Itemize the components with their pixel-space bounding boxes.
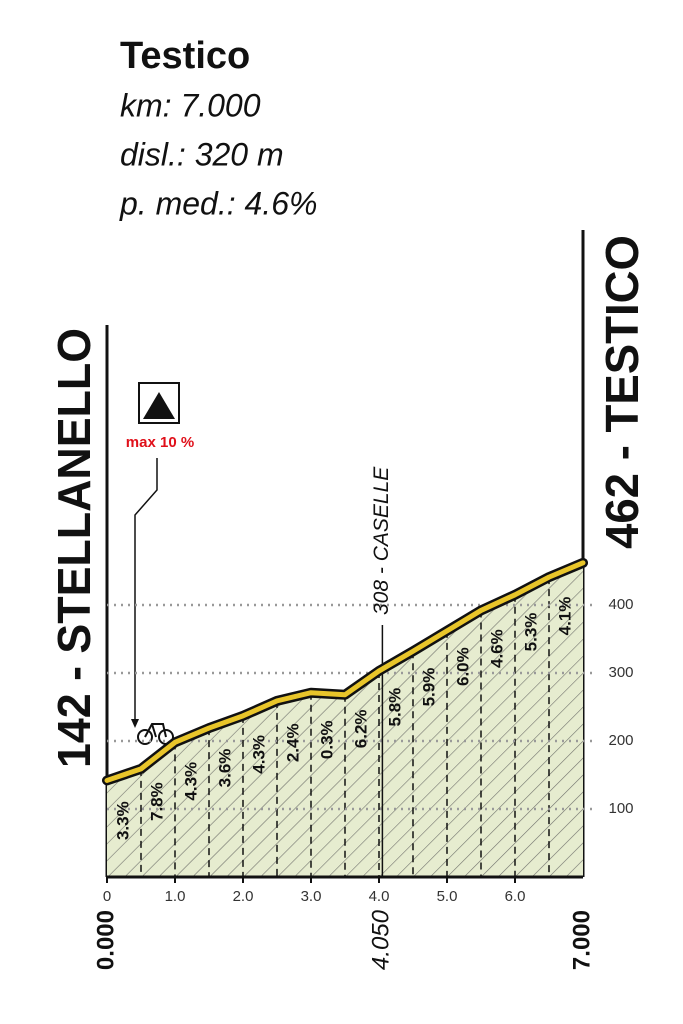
km-marker: 7.000 [568,910,595,970]
info-line: p. med.: 4.6% [119,185,317,221]
y-tick-label: 400 [608,596,633,613]
info-line: km: 7.000 [120,87,261,123]
x-tick-label: 5.0 [437,888,458,905]
profile-line [104,560,586,783]
start-label: 142 - STELLANELLO [48,328,100,768]
info-line: disl.: 320 m [120,136,284,172]
max-pointer [134,458,158,725]
gradient-label: 4.3% [181,762,200,801]
gradient-label: 5.8% [385,688,404,727]
gradient-label: 4.3% [249,735,268,774]
km-marker: 0.000 [92,910,119,970]
x-tick-label: 6.0 [505,888,526,905]
title: Testico [120,35,250,77]
max-pointer-head [131,719,139,728]
gradient-label: 0.3% [317,720,336,759]
max-label: max 10 % [126,434,194,451]
x-tick-label: 4.0 [369,888,390,905]
gradient-label: 6.0% [453,647,472,686]
gradient-label: 5.9% [419,668,438,707]
gradient-label: 5.3% [521,613,540,652]
max-icon-triangle [143,392,175,419]
gradient-label: 7.8% [147,782,166,821]
end-label: 462 - TESTICO [596,235,648,549]
gradient-label: 4.1% [555,597,574,636]
gradient-label: 6.2% [351,709,370,748]
x-tick-label: 0 [103,888,111,905]
gradient-label: 3.3% [113,801,132,840]
gradient-label: 3.6% [215,749,234,788]
max-annotation: max 10 % [126,382,194,728]
x-tick-label: 2.0 [233,888,254,905]
y-tick-label: 200 [608,732,633,749]
x-tick-label: 1.0 [165,888,186,905]
waypoint-label: 308 - CASELLE [370,466,393,615]
y-tick-label: 100 [608,800,633,817]
gradient-label: 4.6% [487,629,506,668]
gradient-label: 2.4% [283,723,302,762]
km-marker: 4.050 [368,909,395,970]
x-tick-label: 3.0 [301,888,322,905]
y-tick-label: 300 [608,664,633,681]
